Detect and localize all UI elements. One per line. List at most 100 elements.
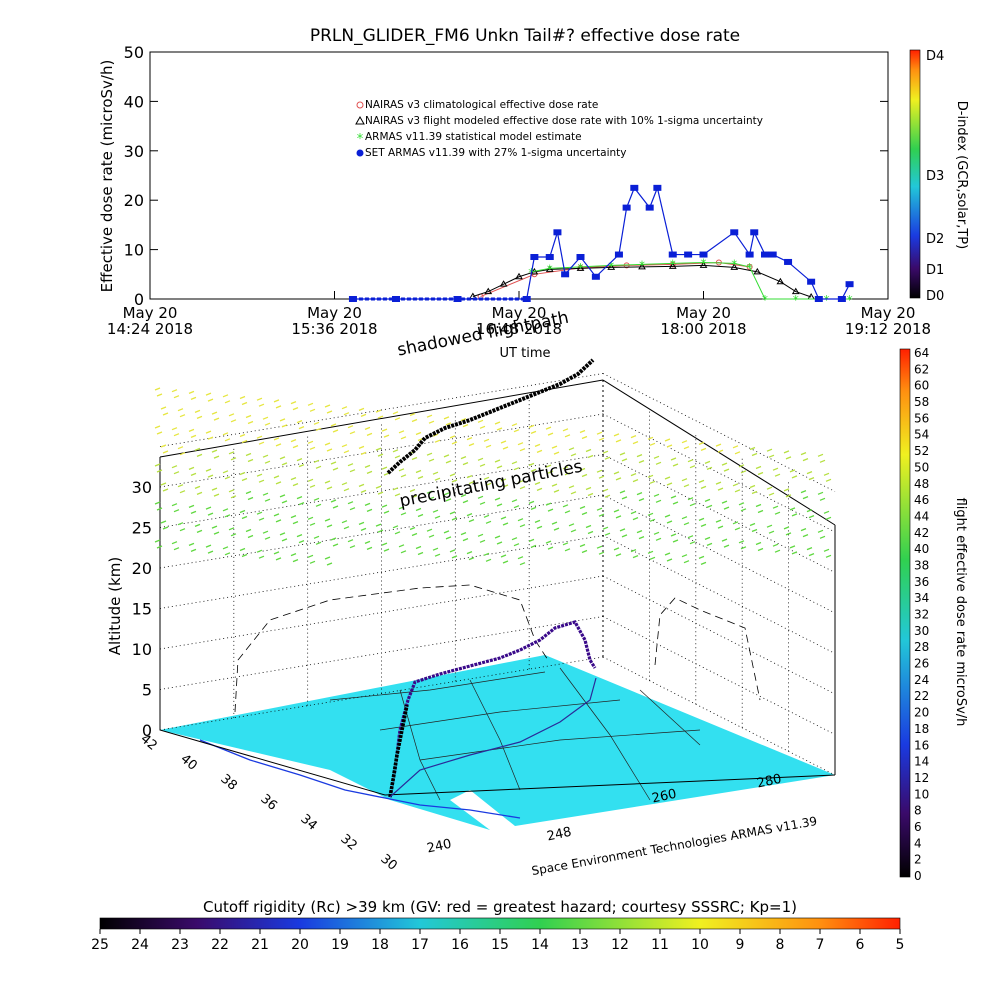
particle-mark bbox=[596, 507, 603, 511]
dose-tick: 58 bbox=[914, 395, 929, 409]
data-point: * bbox=[793, 293, 799, 307]
particle-mark bbox=[177, 408, 184, 412]
particle-mark bbox=[485, 558, 492, 562]
particle-mark bbox=[749, 446, 756, 451]
top-plot-frame bbox=[149, 51, 889, 300]
latitude-tick: 40 bbox=[177, 752, 199, 774]
data-point bbox=[837, 296, 846, 302]
particle-mark bbox=[394, 493, 401, 497]
grid-line bbox=[159, 413, 604, 488]
particle-mark bbox=[500, 554, 507, 558]
particle-mark bbox=[239, 509, 246, 514]
particle-mark bbox=[502, 446, 509, 450]
dose-tick: 34 bbox=[914, 591, 929, 605]
dose-tick: 50 bbox=[914, 460, 929, 474]
particle-mark bbox=[806, 470, 813, 475]
particle-mark bbox=[224, 552, 231, 556]
particle-mark bbox=[330, 423, 337, 427]
particle-mark bbox=[647, 512, 654, 516]
particle-mark bbox=[194, 447, 201, 452]
particle-mark bbox=[468, 442, 475, 447]
series-3 bbox=[348, 184, 854, 302]
particle-mark bbox=[415, 469, 422, 474]
particle-mark bbox=[313, 535, 320, 539]
particle-mark bbox=[534, 481, 541, 486]
data-point bbox=[761, 251, 769, 258]
particle-mark bbox=[825, 554, 832, 558]
particle-mark bbox=[615, 439, 622, 443]
grid-line bbox=[602, 413, 836, 533]
top-chart-title: PRLN_GLIDER_FM6 Unkn Tail#? effective do… bbox=[310, 26, 740, 46]
particle-mark bbox=[160, 482, 167, 486]
rigidity-tick-label: 8 bbox=[776, 937, 785, 953]
particle-mark bbox=[802, 495, 809, 500]
rigidity-tick-label: 5 bbox=[896, 937, 905, 953]
latitude-tick: 36 bbox=[257, 792, 279, 814]
particle-mark bbox=[239, 433, 246, 438]
particle-mark bbox=[275, 481, 282, 485]
dose-tick: 32 bbox=[914, 608, 929, 622]
particle-mark bbox=[309, 484, 316, 488]
legend-marker bbox=[355, 115, 365, 125]
dose-tick: 18 bbox=[914, 722, 929, 736]
grid-line bbox=[602, 535, 836, 654]
particle-mark bbox=[273, 513, 280, 517]
particle-mark bbox=[740, 470, 747, 474]
dose-tick: 20 bbox=[914, 706, 929, 720]
particle-mark bbox=[273, 437, 280, 441]
particle-mark bbox=[462, 461, 469, 466]
particle-mark bbox=[681, 440, 688, 444]
particle-mark bbox=[224, 476, 231, 480]
particle-mark bbox=[349, 469, 356, 473]
particle-mark bbox=[258, 517, 265, 521]
particle-mark bbox=[241, 553, 248, 558]
particle-mark bbox=[326, 448, 333, 452]
particle-mark bbox=[630, 434, 637, 439]
particle-mark bbox=[434, 477, 441, 481]
longitude-axis: 240 248 260 280 bbox=[426, 772, 783, 857]
particle-mark bbox=[579, 543, 586, 548]
particle-mark bbox=[485, 520, 492, 524]
particle-mark bbox=[568, 523, 575, 527]
particle-mark bbox=[766, 486, 773, 490]
particle-mark bbox=[672, 463, 679, 467]
data-point bbox=[784, 258, 793, 265]
particle-mark bbox=[536, 525, 543, 530]
particle-mark bbox=[817, 491, 824, 495]
series-line bbox=[472, 264, 812, 298]
data-point bbox=[591, 273, 600, 280]
particle-mark bbox=[398, 544, 405, 548]
particle-mark bbox=[740, 546, 747, 550]
particle-mark bbox=[445, 498, 452, 502]
particle-mark bbox=[585, 448, 592, 453]
particle-mark bbox=[468, 518, 475, 523]
particle-mark bbox=[230, 533, 237, 537]
particle-mark bbox=[394, 455, 401, 459]
particle-mark bbox=[364, 502, 371, 507]
particle-mark bbox=[258, 403, 265, 407]
particle-mark bbox=[432, 471, 439, 475]
dose-tick: 0 bbox=[914, 869, 922, 883]
rigidity-tick-label: 24 bbox=[131, 937, 149, 953]
data-point bbox=[622, 204, 631, 211]
dindex-colorbar bbox=[909, 49, 921, 299]
particle-mark bbox=[360, 413, 367, 418]
rigidity-tick-label: 6 bbox=[856, 937, 865, 953]
dose-tick: 64 bbox=[914, 346, 929, 360]
rigidity-tick-label: 15 bbox=[491, 937, 509, 953]
particle-mark bbox=[687, 497, 694, 501]
particle-mark bbox=[664, 438, 671, 442]
particle-mark bbox=[613, 547, 620, 551]
particle-mark bbox=[568, 485, 575, 489]
particle-mark bbox=[281, 500, 288, 504]
particle-mark bbox=[738, 464, 745, 468]
particle-mark bbox=[349, 431, 356, 435]
dose-tick: 26 bbox=[914, 657, 929, 671]
particle-mark bbox=[528, 462, 535, 467]
particle-mark bbox=[823, 510, 830, 514]
particle-mark bbox=[717, 525, 724, 529]
dose-tick: 44 bbox=[914, 509, 929, 523]
particle-mark bbox=[179, 528, 186, 532]
particle-mark bbox=[604, 532, 611, 536]
